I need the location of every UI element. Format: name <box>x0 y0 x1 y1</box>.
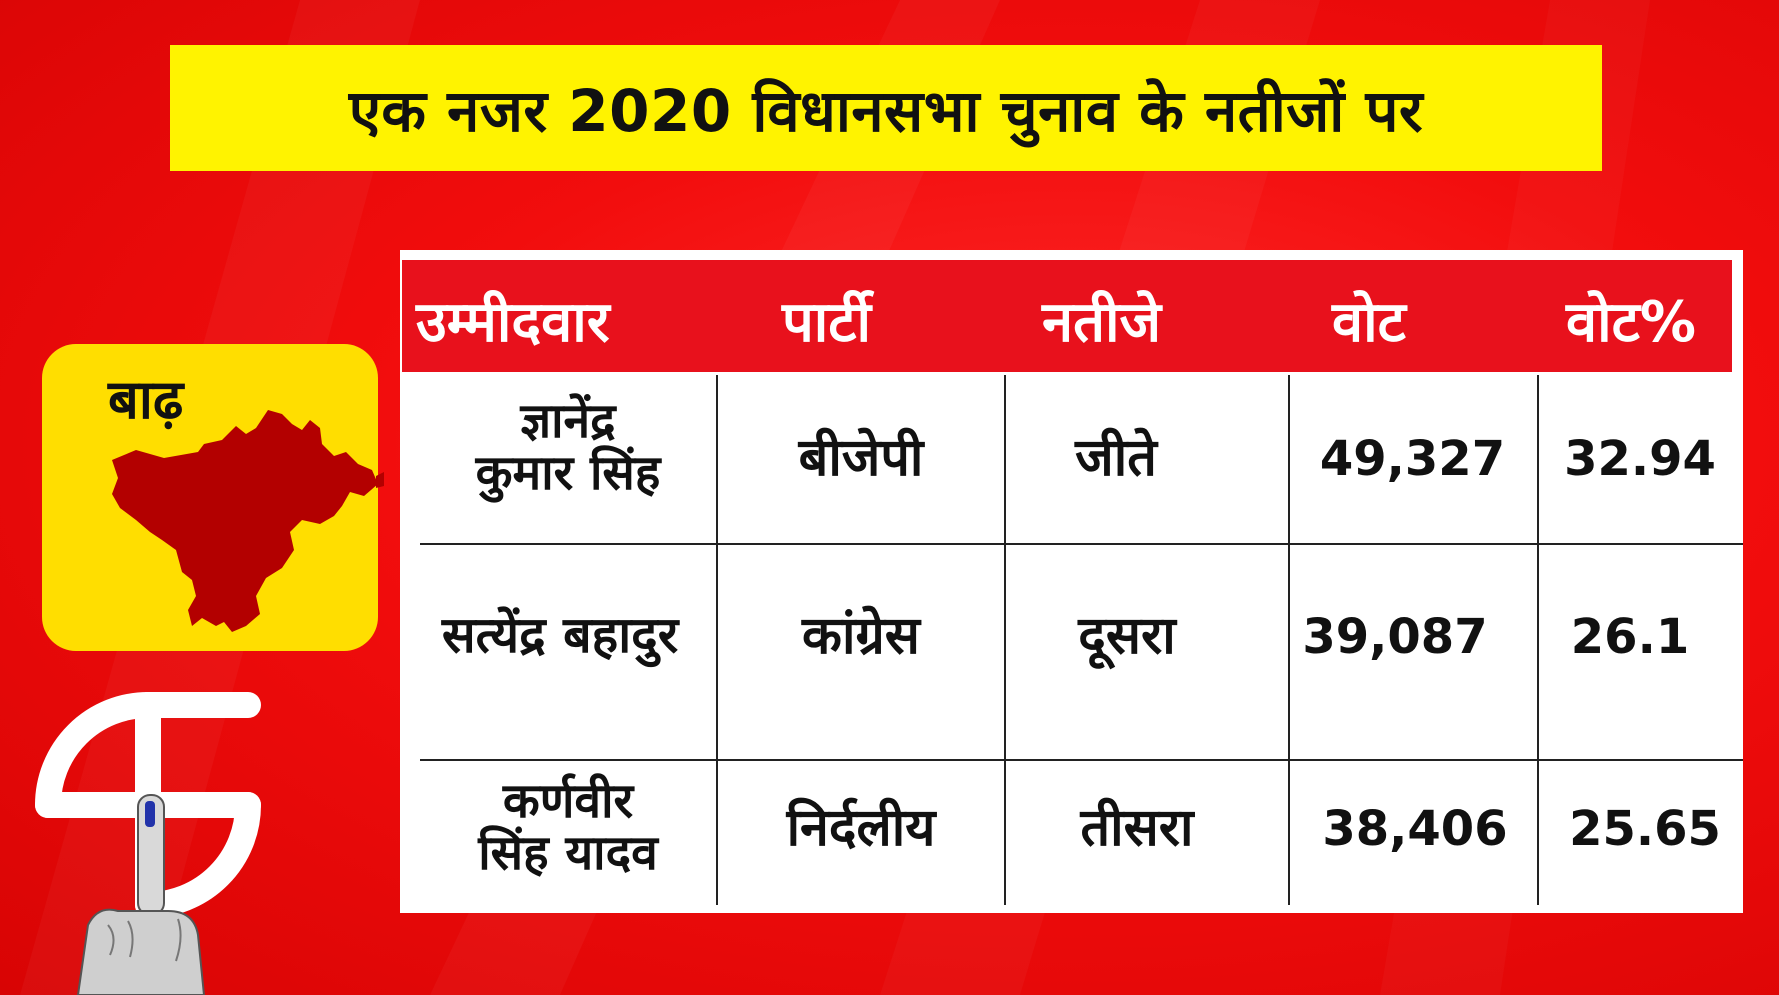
constituency-name: बाढ़ <box>108 368 184 431</box>
candidate-name: सिंह यादव <box>478 824 658 881</box>
result-cell: जीते <box>1075 428 1157 488</box>
table-row: कर्णवीर सिंह यादव <box>420 773 716 881</box>
party-cell: कांग्रेस <box>802 606 920 666</box>
result-cell: दूसरा <box>1078 606 1176 666</box>
row-divider <box>420 759 1743 761</box>
table-row: ज्ञानेंद्र कुमार सिंह <box>420 393 716 501</box>
column-header-candidate: उम्मीदवार <box>416 290 610 355</box>
table-row: सत्येंद्र बहादुर <box>404 608 716 662</box>
election-commission-logo-icon <box>35 692 261 995</box>
column-divider <box>1288 375 1290 905</box>
column-divider <box>716 375 718 905</box>
column-divider <box>1004 375 1006 905</box>
page-title: एक नजर 2020 विधानसभा चुनाव के नतीजों पर <box>348 76 1424 145</box>
table-header-row: उम्मीदवार पार्टी नतीजे वोट वोट% <box>402 260 1732 372</box>
column-divider <box>1537 375 1539 905</box>
candidate-name: सत्येंद्र बहादुर <box>441 606 679 664</box>
candidate-name: ज्ञानेंद्र <box>520 393 616 449</box>
candidate-name: कुमार सिंह <box>475 444 661 501</box>
column-header-result: नतीजे <box>1042 290 1162 355</box>
column-header-votes: वोट <box>1332 290 1406 355</box>
title-banner: एक नजर 2020 विधानसभा चुनाव के नतीजों पर <box>170 45 1602 171</box>
result-cell: तीसरा <box>1080 798 1194 858</box>
candidate-name: कर्णवीर <box>502 773 634 829</box>
votes-cell: 38,406 <box>1322 801 1508 857</box>
vote-percent-cell: 32.94 <box>1564 431 1716 487</box>
votes-cell: 49,327 <box>1319 431 1506 487</box>
row-divider <box>420 543 1743 545</box>
votes-cell: 39,087 <box>1302 609 1488 665</box>
column-header-party: पार्टी <box>782 290 872 355</box>
party-cell: निर्दलीय <box>786 798 936 858</box>
vote-percent-cell: 25.65 <box>1569 801 1721 857</box>
vote-percent-cell: 26.1 <box>1570 609 1690 665</box>
party-cell: बीजेपी <box>798 428 924 488</box>
bihar-map-icon <box>112 410 384 632</box>
column-header-vote-percent: वोट% <box>1566 290 1696 355</box>
